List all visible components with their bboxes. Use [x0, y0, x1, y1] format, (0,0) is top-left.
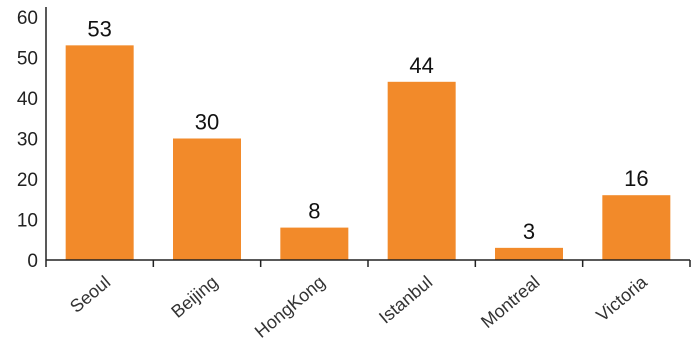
y-tick-label: 10: [17, 211, 38, 232]
y-tick-label: 60: [17, 8, 38, 29]
x-tick-label-istanbul: Istanbul: [375, 272, 436, 328]
bar-beijing: [173, 138, 241, 260]
bar-istanbul: [387, 81, 456, 260]
bars: [65, 45, 671, 260]
x-tick-label-seoul: Seoul: [66, 272, 114, 317]
x-tick-label-hongkong: HongKong: [251, 272, 329, 342]
data-labels: 53 30 8 44 3 16: [87, 16, 648, 244]
y-tick-label: 0: [27, 251, 38, 272]
data-label-victoria: 16: [624, 166, 648, 191]
x-axis: Seoul Beijing HongKong Istanbul Montreal Vict…: [45, 259, 691, 342]
y-tick-label: 20: [17, 170, 38, 191]
bar-hongkong: [280, 227, 349, 260]
x-tick-label-victoria: Victoria: [592, 271, 651, 325]
y-axis: 0 10 20 30 40 50 60: [17, 7, 47, 272]
bar-victoria: [602, 195, 671, 260]
x-tick-label-beijing: Beijing: [167, 272, 221, 322]
x-tick-label-montreal: Montreal: [477, 272, 544, 332]
y-tick-label: 30: [17, 130, 38, 151]
data-label-beijing: 30: [195, 110, 219, 135]
data-label-seoul: 53: [87, 16, 111, 41]
data-label-istanbul: 44: [409, 53, 433, 78]
bar-montreal: [495, 247, 563, 260]
data-label-montreal: 3: [523, 219, 535, 244]
y-tick-label: 40: [17, 89, 38, 110]
data-label-hongkong: 8: [308, 199, 320, 224]
bar-seoul: [65, 45, 134, 260]
y-tick-label: 50: [17, 49, 38, 70]
